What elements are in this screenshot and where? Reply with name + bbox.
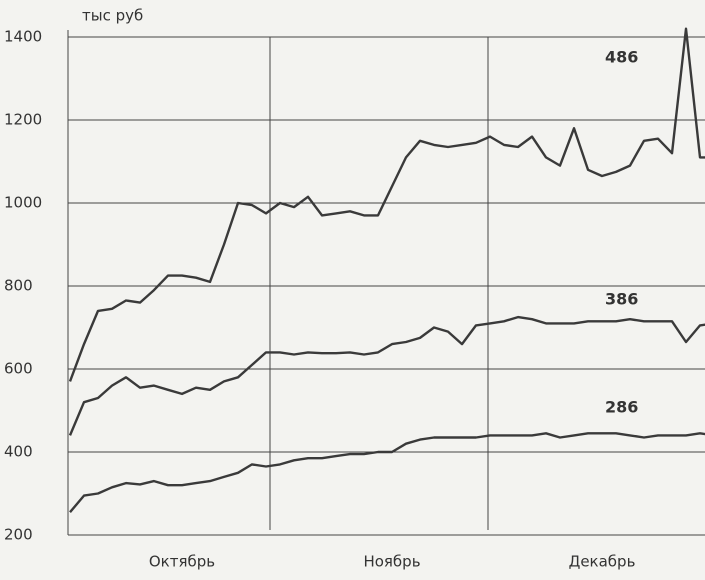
x-tick-label: Октябрь <box>149 553 215 571</box>
x-tick-label: Ноябрь <box>363 553 420 571</box>
y-tick-label: 1200 <box>4 111 42 129</box>
y-axis-label: тыс руб <box>82 7 143 25</box>
y-tick-label: 600 <box>4 360 33 378</box>
series-name: 386 <box>605 290 638 309</box>
series-line <box>68 315 705 436</box>
series-line <box>69 432 705 513</box>
y-tick-label: 800 <box>4 277 33 295</box>
y-tick-label: 1000 <box>4 194 42 212</box>
y-tick-label: 200 <box>4 526 33 544</box>
series-name: 486 <box>605 48 638 67</box>
x-tick-label: Декабрь <box>569 553 636 571</box>
series-name: 286 <box>605 398 638 417</box>
series-line <box>68 27 705 382</box>
y-tick-label: 400 <box>4 443 33 461</box>
y-tick-label: 1400 <box>4 28 42 46</box>
